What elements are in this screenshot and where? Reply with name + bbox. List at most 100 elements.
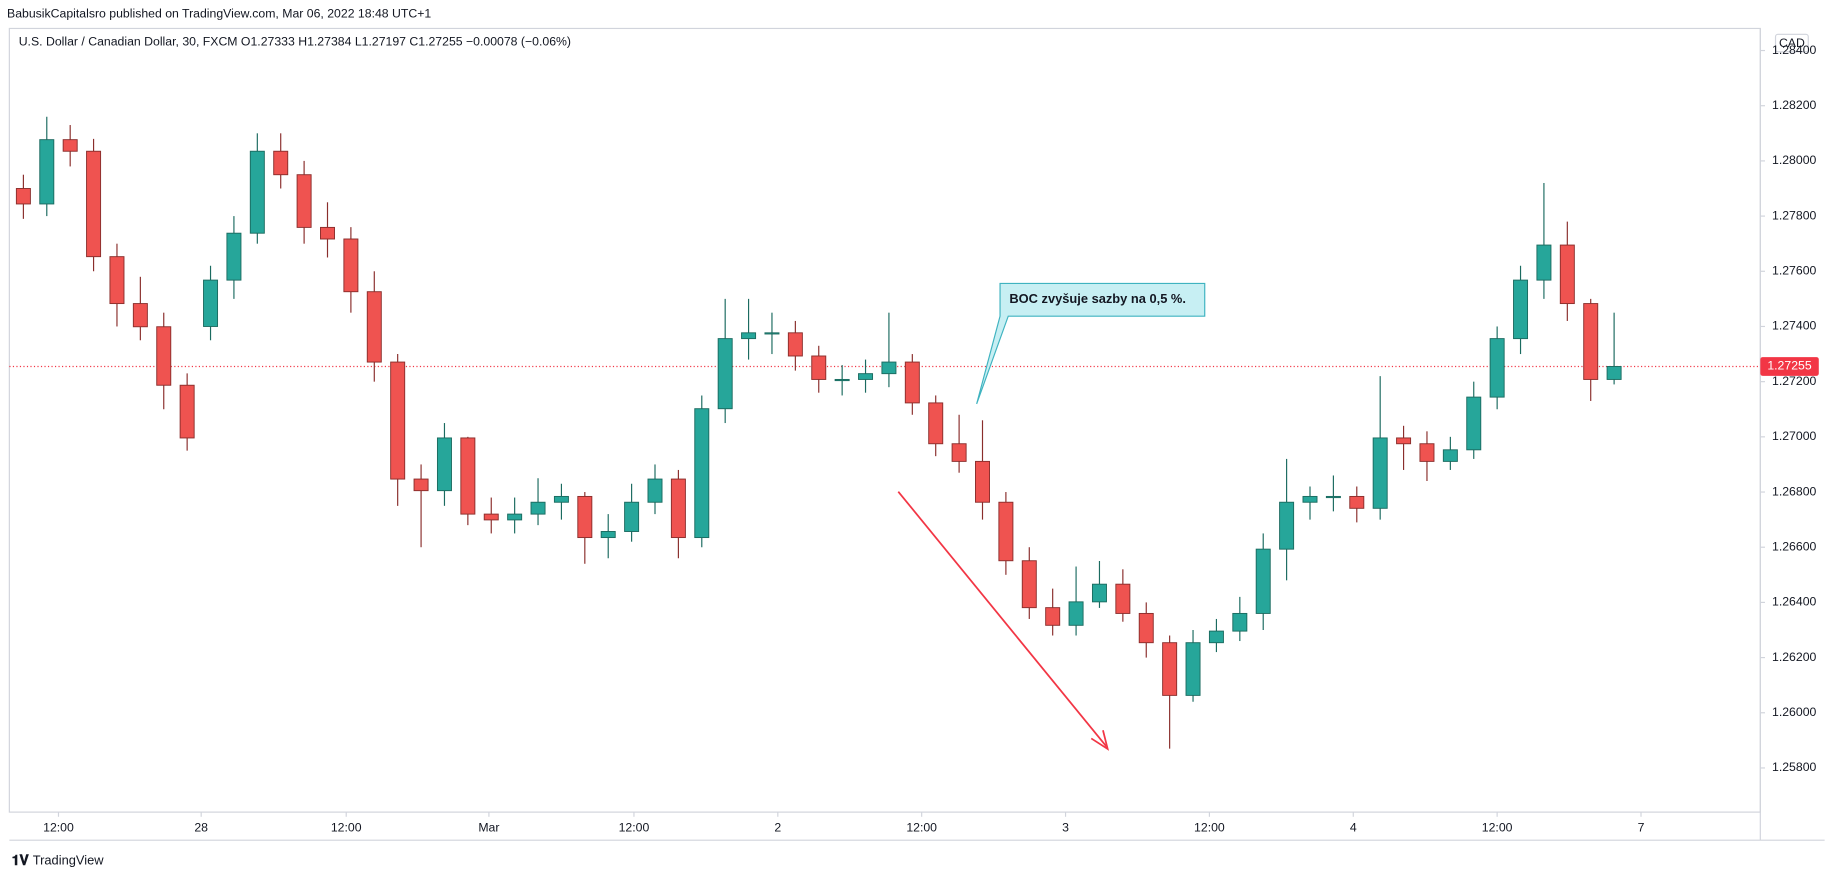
y-tick-label: 1.26400 (1772, 595, 1817, 609)
last-price-label: 1.27255 (1767, 359, 1812, 373)
candle-body (904, 361, 920, 404)
candle-body (1513, 279, 1529, 340)
candle-body (1232, 612, 1248, 632)
candle-body (1325, 495, 1341, 499)
y-tick-label: 1.26200 (1772, 650, 1817, 664)
y-tick-label: 1.26800 (1772, 484, 1817, 498)
candle-body (741, 332, 757, 340)
x-tick-label: 12:00 (619, 821, 650, 835)
candle-body (273, 150, 289, 176)
candle-body (460, 437, 476, 515)
x-tick-label: 28 (194, 821, 208, 835)
candle-body (1068, 601, 1084, 626)
candle-body (1583, 303, 1599, 380)
callout-box (976, 282, 1206, 405)
symbol-legend: U.S. Dollar / Canadian Dollar, 30, FXCM … (19, 35, 571, 49)
candle-body (787, 332, 803, 357)
candle-body (1115, 583, 1131, 614)
candle-body (1606, 366, 1622, 380)
candle-body (226, 232, 242, 281)
candle-body (483, 513, 499, 521)
y-tick-label: 1.27000 (1772, 429, 1817, 443)
candle-body (1349, 495, 1365, 509)
candle-body (507, 513, 523, 521)
y-tick-label: 1.27600 (1772, 264, 1817, 278)
last-price-box (1760, 357, 1819, 376)
candle-body (600, 531, 616, 539)
candle-body (436, 437, 452, 492)
candle-body (1372, 437, 1388, 509)
x-tick-label: 2 (774, 821, 781, 835)
brand-logo: 𝟏𝐕 (12, 852, 30, 868)
currency-label: CAD (1779, 36, 1805, 50)
candle-body (156, 326, 172, 386)
x-tick-label: Mar (478, 821, 499, 835)
candle-body (1279, 501, 1295, 550)
x-tick-label: 12:00 (1482, 821, 1513, 835)
candle-body (764, 332, 780, 335)
candle-body (928, 402, 944, 445)
candle-body (320, 226, 335, 240)
x-tick-label: 3 (1062, 821, 1069, 835)
candle-body (1021, 560, 1037, 609)
candle-body (1255, 548, 1271, 614)
x-tick-label: 12:00 (43, 821, 74, 835)
x-tick-label: 4 (1350, 821, 1357, 835)
candle-body (647, 478, 663, 503)
trend-arrow-head (1090, 730, 1110, 751)
candle-body (179, 384, 195, 439)
candle-body (1185, 642, 1201, 696)
candle-body (132, 303, 148, 328)
candle-body (881, 361, 897, 375)
candle-body (1442, 449, 1458, 462)
candle-body (62, 139, 78, 152)
candle-body (413, 478, 429, 492)
candle-body (343, 238, 359, 293)
candle-body (624, 501, 640, 532)
y-tick-label: 1.26000 (1772, 705, 1817, 719)
y-tick-label: 1.27200 (1772, 374, 1817, 388)
y-tick-label: 1.28400 (1772, 43, 1817, 57)
candle-body (998, 501, 1014, 562)
publisher: BabusikCapitalsro published on TradingVi… (7, 7, 431, 21)
candle-body (670, 478, 686, 539)
y-tick-label: 1.27800 (1772, 208, 1817, 222)
candle-body (1302, 495, 1318, 503)
candle-body (203, 279, 219, 327)
candle-body (1559, 244, 1575, 305)
x-tick-label: 12:00 (1194, 821, 1225, 835)
candle-body (951, 443, 967, 462)
candle-body (530, 501, 546, 515)
candle-body (109, 256, 125, 305)
candle-body (39, 139, 55, 205)
y-tick-label: 1.25800 (1772, 760, 1817, 774)
candle-body (1045, 607, 1061, 626)
candle-body (296, 174, 312, 228)
candle-body (694, 408, 710, 539)
candle-body (366, 291, 382, 363)
candle-body (858, 373, 874, 380)
y-tick-label: 1.28200 (1772, 98, 1817, 112)
candle-body (390, 361, 406, 480)
x-tick-label: 7 (1638, 821, 1645, 835)
y-tick-label: 1.28000 (1772, 153, 1817, 167)
candle-body (1489, 338, 1505, 398)
candle-body (577, 495, 593, 539)
candle-body (1138, 612, 1154, 644)
candle-body (717, 338, 733, 410)
candle-body (975, 460, 990, 503)
plot (9, 116, 1761, 749)
y-tick-label: 1.26600 (1772, 539, 1817, 553)
candle-body (1536, 244, 1552, 281)
candle-body (1419, 443, 1435, 462)
candle-body (811, 355, 827, 380)
candle-body (553, 495, 569, 503)
x-tick-label: 12:00 (906, 821, 937, 835)
candle-body (1208, 630, 1224, 644)
candle-body (15, 188, 31, 205)
x-tick-label: 12:00 (331, 821, 362, 835)
candle-body (1396, 437, 1412, 445)
candle-body (86, 150, 102, 258)
candle-body (249, 150, 265, 234)
